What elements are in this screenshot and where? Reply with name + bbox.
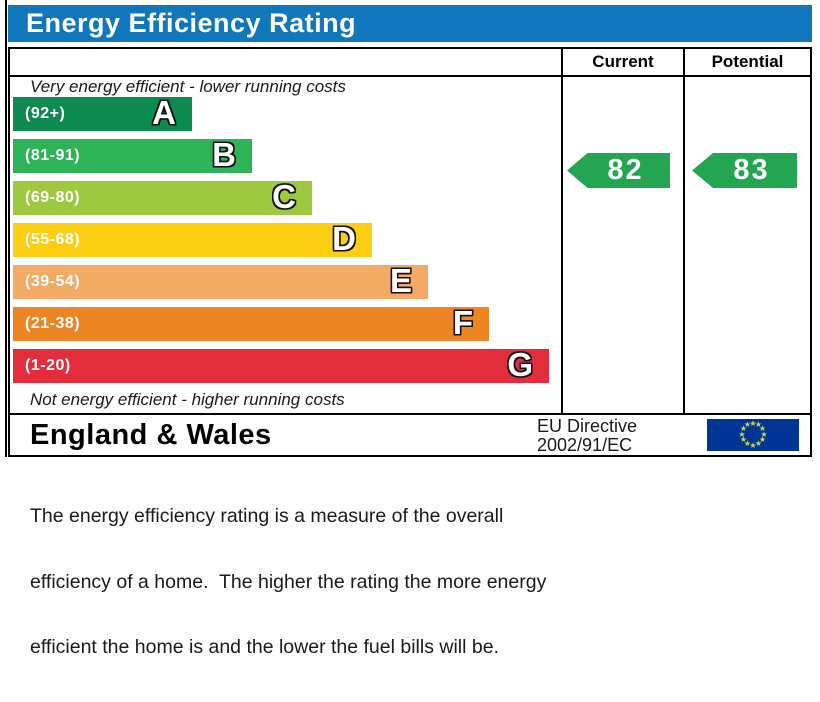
top-note: Very energy efficient - lower running co… bbox=[30, 77, 346, 96]
potential-rating-value: 83 bbox=[733, 154, 770, 186]
eu-directive-label: EU Directive 2002/91/EC bbox=[537, 417, 637, 455]
eu-flag-star: ★ bbox=[754, 419, 763, 429]
band-f-range: (21-38) bbox=[25, 315, 81, 332]
current-column-header: Current bbox=[592, 52, 654, 71]
eu-directive-line2: 2002/91/EC bbox=[537, 435, 633, 455]
band-e-letter: E bbox=[389, 262, 412, 300]
band-f-bar: (21-38) F bbox=[13, 304, 489, 342]
eu-flag-star: ★ bbox=[754, 439, 763, 449]
band-c-bar: (69-80) C bbox=[13, 178, 312, 216]
bottom-note: Not energy efficient - higher running co… bbox=[30, 390, 345, 409]
header-divider bbox=[10, 75, 810, 77]
title-bar: Energy Efficiency Rating bbox=[8, 5, 812, 42]
eu-flag-star: ★ bbox=[738, 429, 746, 439]
potential-column-header: Potential bbox=[711, 52, 784, 71]
eu-flag-icon: ★ ★ ★ ★ ★ ★ ★ ★ ★ ★ ★ ★ bbox=[707, 419, 799, 451]
footer-divider bbox=[10, 413, 810, 415]
band-b-range: (81-91) bbox=[25, 147, 81, 164]
band-a-letter: A bbox=[152, 94, 176, 132]
band-d-bar: (55-68) D bbox=[13, 220, 372, 258]
eu-flag-star: ★ bbox=[758, 435, 767, 444]
current-column-divider bbox=[561, 49, 563, 415]
description-text: The energy efficiency rating is a measur… bbox=[30, 463, 546, 702]
band-f-letter: F bbox=[452, 304, 473, 342]
band-g-letter: G bbox=[507, 346, 533, 384]
eu-flag-star: ★ bbox=[749, 418, 757, 428]
description-line: efficiency of a home. The higher the rat… bbox=[30, 570, 547, 593]
band-a-range: (92+) bbox=[25, 105, 66, 122]
band-c-letter: C bbox=[272, 178, 296, 216]
band-b-letter: B bbox=[212, 136, 236, 174]
rating-figure: Current Potential Very energy efficient … bbox=[8, 47, 812, 457]
band-e-range: (39-54) bbox=[25, 273, 81, 290]
band-a-bar: (92+) A bbox=[13, 94, 192, 132]
band-e-bar: (39-54) E bbox=[13, 262, 428, 300]
eu-flag-star: ★ bbox=[758, 424, 767, 433]
band-c-range: (69-80) bbox=[25, 189, 81, 206]
eu-directive-line1: EU Directive bbox=[537, 416, 638, 436]
eu-flag-star: ★ bbox=[760, 429, 768, 439]
description-line: efficient the home is and the lower the … bbox=[30, 635, 499, 658]
page-title: Energy Efficiency Rating bbox=[26, 8, 357, 38]
region-label: England & Wales bbox=[30, 419, 272, 451]
band-g-range: (1-20) bbox=[25, 357, 71, 374]
left-edge-line bbox=[5, 0, 7, 457]
eu-flag-star: ★ bbox=[739, 435, 748, 444]
current-rating-value: 82 bbox=[607, 154, 644, 186]
description-line: The energy efficiency rating is a measur… bbox=[30, 505, 504, 528]
potential-column-divider bbox=[683, 49, 685, 415]
band-d-range: (55-68) bbox=[25, 231, 81, 248]
band-d-letter: D bbox=[332, 220, 356, 258]
current-rating-arrow: 82 bbox=[567, 153, 670, 188]
eu-flag-star: ★ bbox=[749, 440, 757, 450]
band-g-bar: (1-20) G bbox=[13, 346, 549, 384]
eu-flag-star: ★ bbox=[739, 424, 748, 433]
band-b-bar: (81-91) B bbox=[13, 136, 252, 174]
eu-flag-star: ★ bbox=[743, 439, 752, 449]
potential-rating-arrow: 83 bbox=[692, 153, 797, 188]
eu-flag-star: ★ bbox=[743, 419, 752, 429]
